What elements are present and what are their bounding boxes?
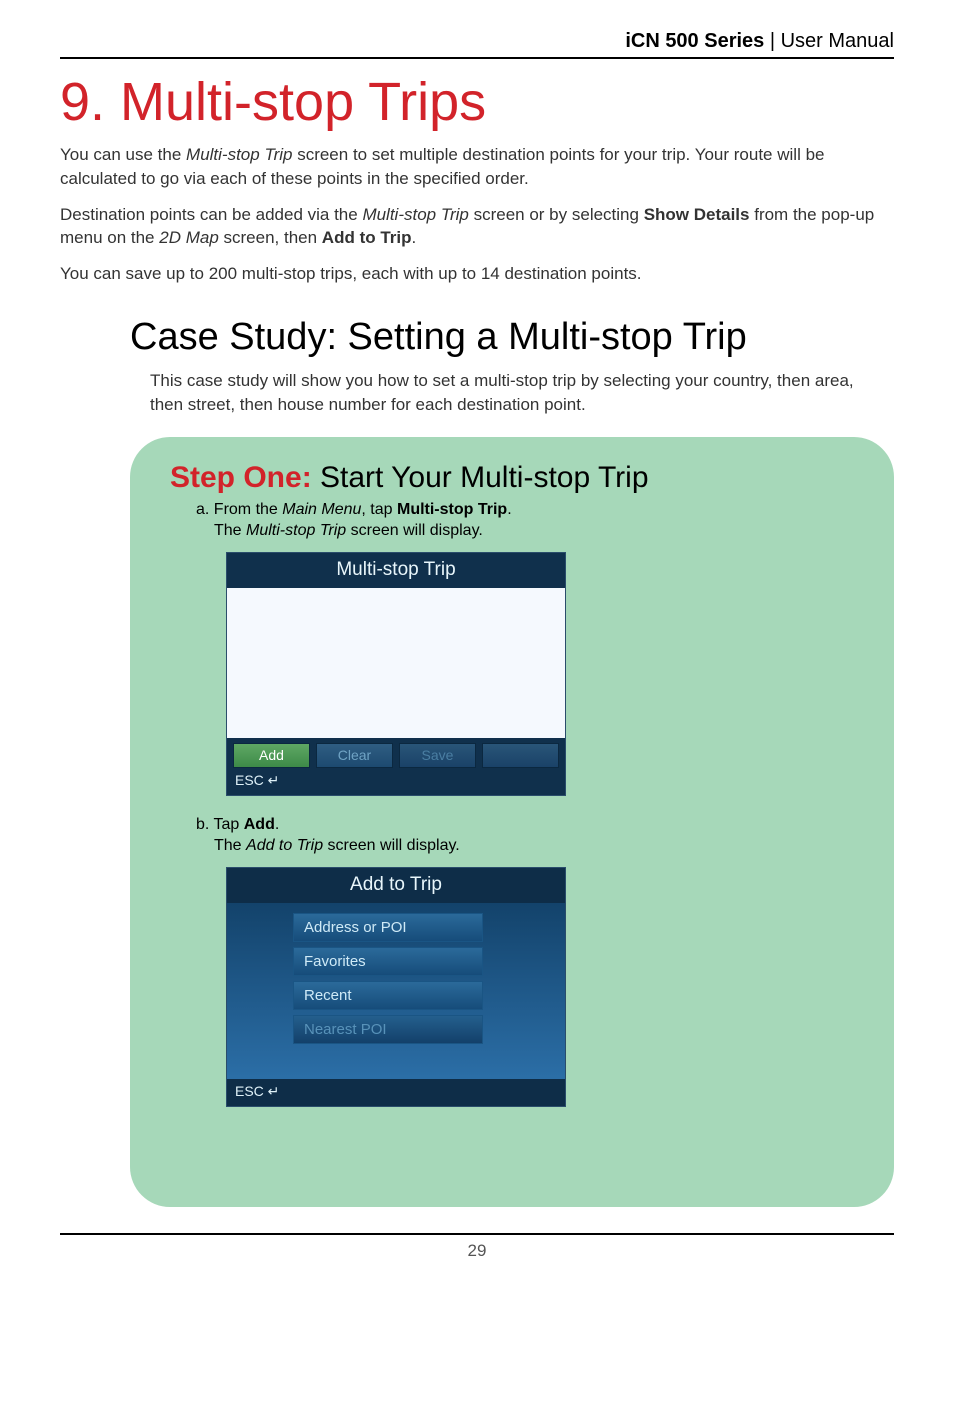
page-number: 29 — [60, 1233, 894, 1261]
screenshot-addtotrip: Add to Trip Address or POI Favorites Rec… — [226, 867, 566, 1107]
screenshot-addtotrip-menu: Address or POI Favorites Recent Nearest … — [227, 903, 565, 1079]
intro-para-1: You can use the Multi-stop Trip screen t… — [60, 143, 894, 191]
case-study-intro: This case study will show you how to set… — [150, 369, 864, 417]
screenshot-addtotrip-title: Add to Trip — [227, 868, 565, 903]
case-study-heading: Case Study: Setting a Multi-stop Trip — [130, 316, 894, 359]
clear-button[interactable]: Clear — [316, 743, 393, 768]
menu-address-poi[interactable]: Address or POI — [293, 913, 483, 942]
intro-para-3: You can save up to 200 multi-stop trips,… — [60, 262, 894, 286]
header-series: iCN 500 Series — [625, 30, 764, 52]
screenshot-addtotrip-footer: ESC ↵ — [227, 1079, 565, 1106]
step-b-sub: The Add to Trip screen will display. — [214, 835, 864, 857]
screenshot-multistop-footer: ESC ↵ — [227, 768, 565, 795]
esc-label[interactable]: ESC ↵ — [235, 772, 279, 788]
step-a-sub: The Multi-stop Trip screen will display. — [214, 520, 864, 542]
esc-label-2[interactable]: ESC ↵ — [235, 1083, 279, 1099]
header-doc: User Manual — [781, 30, 894, 52]
step-b: b. Tap Add. — [196, 814, 864, 836]
page-header: iCN 500 Series | User Manual — [60, 30, 894, 59]
header-divider: | — [764, 30, 780, 52]
screenshot-multistop-buttons: Add Clear Save — [227, 738, 565, 768]
menu-recent[interactable]: Recent — [293, 981, 483, 1010]
blank-button — [482, 743, 559, 768]
add-button[interactable]: Add — [233, 743, 310, 768]
screenshot-multistop-title: Multi-stop Trip — [227, 553, 565, 588]
screenshot-multistop-body — [227, 588, 565, 738]
menu-favorites[interactable]: Favorites — [293, 947, 483, 976]
intro-para-2: Destination points can be added via the … — [60, 203, 894, 251]
step-one-heading: Step One: Start Your Multi-stop Trip — [170, 461, 864, 495]
menu-nearest-poi: Nearest POI — [293, 1015, 483, 1044]
step-card: Step One: Start Your Multi-stop Trip a. … — [130, 437, 894, 1207]
save-button[interactable]: Save — [399, 743, 476, 768]
step-a: a. From the Main Menu, tap Multi-stop Tr… — [196, 499, 864, 521]
section-title: 9. Multi-stop Trips — [60, 71, 894, 133]
screenshot-multistop: Multi-stop Trip Add Clear Save ESC ↵ — [226, 552, 566, 796]
